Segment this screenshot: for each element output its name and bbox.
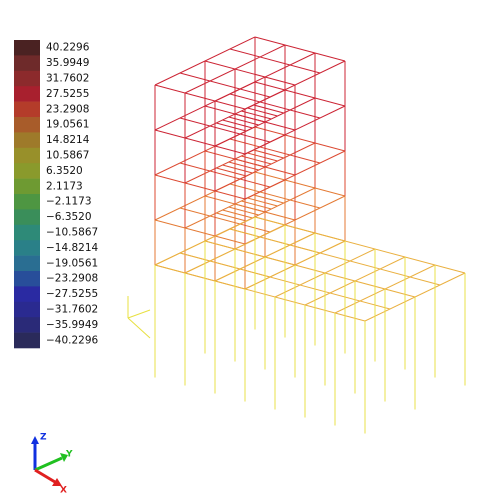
legend-label: 2.1173: [46, 180, 83, 192]
triad-line: [127, 317, 151, 339]
x-label: X: [60, 486, 67, 493]
frame-member: [247, 152, 278, 162]
frame-member: [222, 209, 253, 219]
legend-swatch: [14, 70, 40, 87]
legend-swatch: [14, 209, 40, 226]
legend-label: −6.3520: [46, 211, 92, 223]
y-label: Y: [65, 450, 73, 460]
frame-member: [154, 264, 366, 322]
frame-member: [241, 110, 272, 120]
y-axis: [34, 456, 63, 472]
frame-member: [204, 240, 416, 298]
frame-member: [234, 113, 266, 123]
legend-swatch: [14, 40, 40, 56]
frame-member: [229, 48, 321, 74]
legend-label: 27.5255: [46, 88, 89, 100]
frame-member: [253, 194, 284, 204]
legend-label: −40.2296: [46, 334, 99, 346]
legend-swatch: [14, 86, 40, 102]
legend-swatch: [14, 301, 40, 318]
frame-member: [229, 183, 321, 209]
frame-member: [254, 36, 346, 62]
legend-label: −31.7602: [46, 304, 98, 316]
legend-swatch: [14, 147, 40, 164]
legend-label: −23.2908: [46, 273, 98, 285]
legend-swatch: [14, 332, 40, 349]
frame-member: [234, 158, 266, 168]
z-label: Z: [40, 433, 47, 443]
legend-swatch: [14, 271, 40, 287]
frame-member: [241, 155, 272, 165]
legend-swatch: [14, 194, 40, 210]
axis-triad: Z Y X: [31, 433, 73, 493]
frame-member: [154, 174, 246, 200]
legend-label: −19.0561: [46, 257, 98, 269]
frame-member: [154, 129, 246, 155]
model-triad: [127, 296, 151, 339]
frame-member: [254, 171, 346, 197]
legend-swatch: [14, 240, 40, 256]
frame-member: [253, 149, 284, 159]
legend-swatch: [14, 255, 40, 272]
frame-member: [179, 162, 271, 188]
frame-member: [229, 93, 321, 119]
legend-label: 31.7602: [46, 73, 89, 85]
frame-member: [154, 84, 246, 110]
frame-member: [228, 116, 259, 126]
legend-label: 40.2296: [46, 42, 90, 54]
frame-member: [247, 107, 278, 117]
frame-member: [216, 212, 247, 222]
x-axis: [34, 468, 56, 484]
frame-member: [229, 228, 441, 286]
frame-member: [216, 167, 247, 177]
triad-line: [127, 309, 151, 319]
legend-label: −2.1173: [46, 196, 92, 208]
frame-member: [247, 197, 278, 207]
legend-swatch: [14, 178, 40, 195]
frame-member: [179, 117, 271, 143]
legend-swatch: [14, 101, 40, 118]
z-arrow: [31, 436, 39, 444]
frame-member: [254, 216, 466, 274]
contour-legend: 40.2296 35.9949 31.7602 27.5255 23.2908 19.05…: [14, 40, 99, 349]
legend-label: 23.2908: [46, 103, 89, 115]
legend-label: −35.9949: [46, 319, 98, 331]
frame-member: [241, 200, 272, 210]
legend-swatch: [14, 117, 40, 133]
y-arrow: [60, 453, 68, 462]
legend-swatch: [14, 224, 40, 241]
frame-member: [254, 126, 346, 152]
legend-label: 14.8214: [46, 134, 90, 146]
legend-swatch: [14, 132, 40, 149]
wireframe-model: [154, 36, 466, 434]
frame-member: [254, 81, 346, 107]
frame-member: [228, 206, 259, 216]
legend-label: 35.9949: [46, 57, 89, 69]
legend-swatch: [14, 163, 40, 179]
frame-member: [179, 72, 271, 98]
frame-member: [222, 119, 253, 129]
legend-swatch: [14, 317, 40, 333]
frame-member: [154, 219, 246, 245]
frame-member: [216, 122, 247, 132]
frame-member: [222, 164, 253, 174]
legend-swatch: [14, 55, 40, 72]
legend-label: −27.5255: [46, 288, 98, 300]
legend-label: 6.3520: [46, 165, 83, 177]
frame-member: [234, 203, 266, 213]
frame-member: [204, 60, 296, 86]
frame-member: [228, 161, 259, 171]
legend-swatch: [14, 286, 40, 303]
legend-label: −10.5867: [46, 227, 98, 239]
legend-label: 10.5867: [46, 150, 89, 162]
legend-label: 19.0561: [46, 119, 89, 131]
legend-label: −14.8214: [46, 242, 99, 254]
frame-member: [229, 138, 321, 164]
frame-member: [253, 104, 284, 114]
frame-member: [179, 207, 271, 233]
x-arrow: [52, 478, 62, 486]
